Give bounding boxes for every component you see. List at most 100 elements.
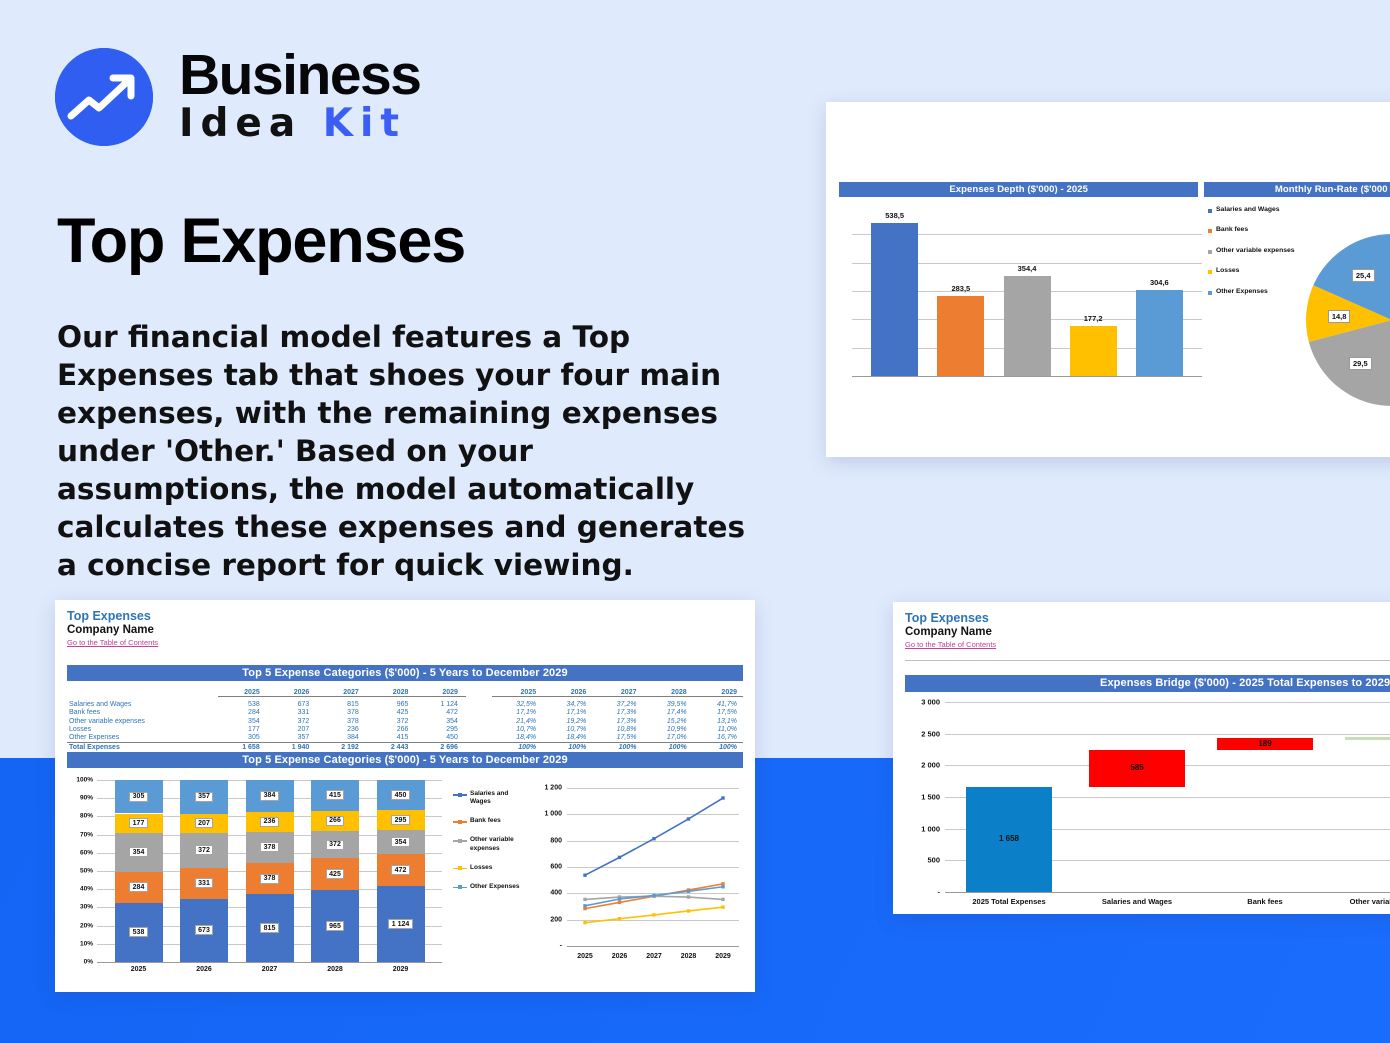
pie-slice-label: 29,5 (1349, 356, 1372, 370)
gridline (945, 702, 1390, 703)
gridline (97, 962, 442, 963)
x-axis-label: 2025 (577, 953, 593, 960)
table-cell-pct: 21,4% (516, 717, 537, 725)
table-total-row: Total Expenses 1 658 1 940 2 192 2 443 2 696 1… (67, 741, 743, 752)
legend-label: Bank fees (1216, 226, 1249, 234)
table-cell-pct: 34,7% (566, 701, 587, 709)
table-row-label: Losses (69, 725, 92, 733)
stacked-segment: 284 (114, 871, 163, 903)
gridline (852, 234, 1202, 236)
table-cell-pct: 37,2% (616, 701, 637, 709)
stacked-segment-label: 331 (194, 878, 214, 889)
legend-marker (453, 818, 467, 825)
brand-kit-word: Kit (322, 100, 407, 146)
x-axis-label: 2025 (130, 966, 147, 973)
legend-swatch (1208, 249, 1212, 254)
legend-label: Salaries and Wages (470, 790, 509, 806)
table-cell-pct: 10,8% (616, 725, 637, 733)
table-cell-pct: 17,5% (616, 734, 637, 742)
stacked-segment-label: 378 (260, 873, 279, 884)
waterfall-bar-value: 585 (1130, 763, 1144, 773)
stacked-column: 815 378 378 236 384 (245, 780, 294, 962)
y-axis-tick: 80% (79, 812, 93, 820)
table-cell-pct: 17,0% (666, 734, 687, 742)
stacked-segment-label: 177 (129, 818, 148, 829)
table-cell-pct: 10,7% (516, 725, 537, 733)
top5-table-title: Top 5 Expense Categories ($'000) - 5 Yea… (67, 665, 743, 681)
sheet-header: Top Expenses Company Name Go to the Tabl… (893, 602, 1390, 649)
stacked-segment-label: 354 (129, 847, 148, 858)
brand-name-secondary: Idea Kit (179, 100, 420, 146)
x-axis-label: 2029 (715, 953, 731, 960)
stacked-segment: 266 (311, 810, 359, 831)
legend-item: Salaries and Wages (1208, 206, 1303, 214)
legend-item: Other variable expenses (1208, 247, 1303, 255)
table-cell-pct: 41,7% (717, 701, 737, 709)
stacked-segment-label: 450 (391, 790, 410, 801)
legend-swatch (1208, 229, 1212, 234)
table-of-contents-link[interactable]: Go to the Table of Contents (905, 640, 997, 649)
legend-label: Bank fees (470, 817, 501, 825)
table-cell-value: 331 (297, 709, 310, 717)
stacked-segment-label: 1 124 (388, 919, 413, 930)
table-gap (466, 701, 492, 709)
stacked-segment: 354 (114, 832, 163, 872)
depth-bar (1003, 275, 1051, 376)
stacked-segment-label: 305 (129, 791, 148, 802)
table-cell-value: 450 (446, 734, 458, 742)
y-axis-tick: 1 000 (544, 810, 562, 818)
stacked-segment: 673 (180, 898, 228, 962)
line-marker (617, 900, 622, 905)
y-axis-tick: 600 (550, 863, 562, 871)
legend-label: Losses (1216, 267, 1240, 275)
stacked-segment-label: 538 (129, 927, 148, 938)
y-axis-tick: 50% (79, 867, 93, 875)
table-cell-value: 673 (297, 701, 310, 709)
stacked-segment: 538 (114, 902, 163, 962)
depth-bar (871, 223, 919, 376)
legend-label: Other Expenses (1216, 287, 1268, 295)
stacked-segment-label: 372 (325, 839, 345, 850)
stacked-segment-label: 815 (260, 923, 279, 934)
stacked-segment-label: 673 (194, 925, 214, 936)
y-axis-tick: 3 000 (921, 697, 940, 707)
stacked-segment: 177 (114, 813, 163, 833)
waterfall-bar (966, 786, 1052, 892)
y-axis-tick: 1 000 (921, 824, 940, 834)
depth-bar-value: 354,4 (1017, 263, 1037, 273)
stacked-segment: 1 124 (376, 886, 425, 962)
line-marker (721, 905, 725, 909)
legend-item: Salaries and Wages (453, 790, 525, 806)
stacked-segment: 207 (180, 813, 228, 833)
line-marker (721, 885, 725, 889)
table-row-label: Bank fees (69, 709, 101, 717)
table-cell-pct: 18,4% (566, 734, 587, 742)
x-axis-label: 2026 (611, 953, 628, 960)
table-row-label: Other Expenses (69, 734, 120, 742)
growth-arrow-icon (55, 48, 153, 146)
expenses-depth-card: Expenses Depth ($'000) - 2025 Monthly Ru… (826, 102, 1390, 457)
table-cell-value: 266 (396, 725, 409, 733)
x-axis-label: 2027 (261, 966, 278, 973)
line-marker (686, 895, 691, 899)
legend-label: Losses (470, 863, 493, 871)
table-total-value: 1 658 (218, 741, 268, 752)
stacked-column: 1 124 472 354 295 450 (376, 780, 425, 962)
brand-idea-word: Idea (179, 100, 303, 146)
expenses-bridge-title: Expenses Bridge ($'000) - 2025 Total Exp… (905, 675, 1390, 692)
y-axis-tick: 400 (550, 889, 562, 897)
legend-label: Salaries and Wages (1216, 206, 1280, 213)
depth-bar-value: 538,5 (885, 211, 905, 221)
table-row: Bank fees 284 331 378 425 472 17,1% 17,1% 17,3% 1… (67, 709, 743, 717)
line-marker (652, 913, 656, 917)
y-axis-tick: 2 500 (921, 729, 940, 739)
table-pct-year-header: 2026 (542, 688, 593, 698)
stacked-column: 538 284 354 177 305 (114, 780, 163, 962)
table-of-contents-link[interactable]: Go to the Table of Contents (67, 638, 159, 647)
waterfall-bar-value: 0 (1345, 728, 1390, 737)
table-header-row: 2025 2026 2027 2028 2029 2025 2026 2027 2028 2029 (67, 688, 743, 698)
table-cell-value: 372 (396, 717, 409, 725)
x-axis-label: 2027 (646, 953, 662, 960)
stacked-segment: 472 (376, 854, 425, 887)
table-cell-value: 354 (248, 717, 260, 725)
